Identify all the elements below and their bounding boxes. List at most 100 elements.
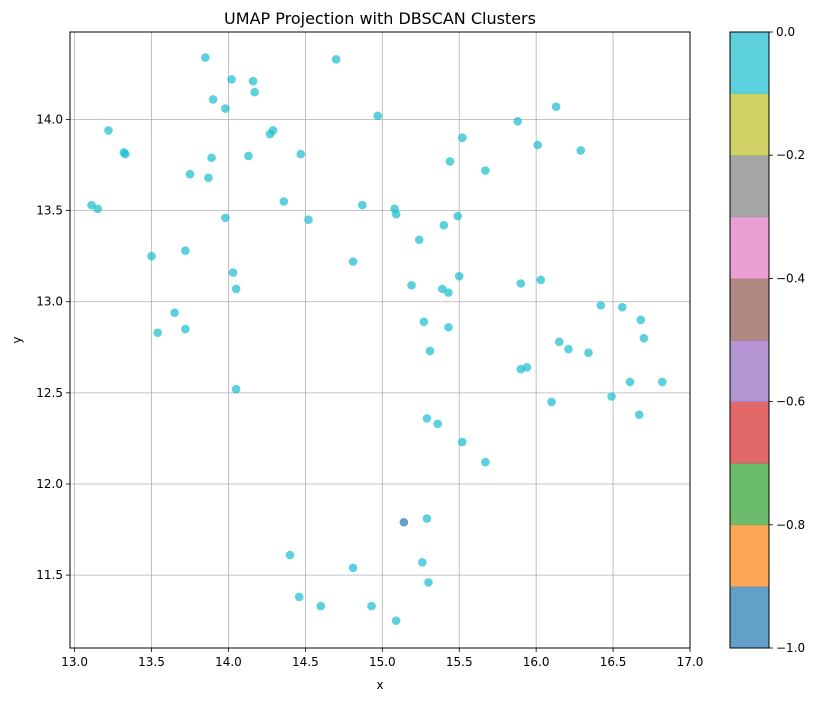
data-point xyxy=(634,410,644,420)
colorbar-segment xyxy=(730,278,769,341)
grid-lines xyxy=(70,32,691,648)
data-point xyxy=(444,322,453,332)
y-tick-label: 14.0 xyxy=(36,112,63,126)
data-point xyxy=(221,104,230,113)
data-point xyxy=(418,558,427,567)
data-point xyxy=(424,578,433,587)
data-point xyxy=(221,213,230,223)
data-point xyxy=(618,302,627,312)
data-point xyxy=(445,157,455,166)
data-point xyxy=(181,324,190,334)
data-point xyxy=(391,209,401,219)
data-point xyxy=(639,333,649,343)
x-axis-label: x xyxy=(376,678,383,692)
data-point xyxy=(121,149,130,159)
data-point xyxy=(422,414,432,423)
data-point xyxy=(407,281,416,290)
x-tick-label: 14.0 xyxy=(215,655,242,669)
data-point xyxy=(316,601,326,611)
data-point xyxy=(584,348,593,358)
data-point xyxy=(265,129,275,139)
data-point xyxy=(207,153,216,163)
data-point xyxy=(181,246,190,255)
data-point xyxy=(185,169,195,179)
data-point xyxy=(348,257,358,266)
data-point xyxy=(93,204,102,214)
x-tick-label: 13.5 xyxy=(138,655,165,669)
data-point xyxy=(564,344,573,354)
data-point xyxy=(228,268,238,277)
data-point xyxy=(244,151,253,161)
colorbar-tick-label: −0.6 xyxy=(776,395,805,409)
data-point xyxy=(147,251,156,261)
x-tick-label: 17.0 xyxy=(677,655,704,669)
data-point xyxy=(607,392,616,401)
data-point xyxy=(453,211,462,221)
x-tick-label: 13.0 xyxy=(61,655,88,669)
x-tick-label: 15.0 xyxy=(369,655,396,669)
chart-title: UMAP Projection with DBSCAN Clusters xyxy=(224,9,536,28)
colorbar-segment xyxy=(730,32,769,94)
data-point xyxy=(516,279,526,288)
data-point xyxy=(458,437,467,447)
colorbar-segment xyxy=(730,93,769,156)
data-point xyxy=(433,419,442,429)
data-point xyxy=(250,87,259,97)
data-point xyxy=(294,592,304,602)
data-point xyxy=(296,149,306,159)
data-point xyxy=(516,364,526,374)
colorbar-segment xyxy=(730,586,769,649)
data-point xyxy=(367,601,376,611)
data-point xyxy=(458,133,467,143)
data-point xyxy=(554,337,564,347)
data-point xyxy=(170,308,179,317)
x-tick-label: 16.5 xyxy=(600,655,627,669)
data-point xyxy=(279,197,289,206)
y-tick-label: 11.5 xyxy=(36,568,63,582)
y-axis: 11.5 12.0 12.5 13.0 13.5 14.0 xyxy=(36,112,70,582)
data-point xyxy=(576,146,586,155)
data-point xyxy=(358,200,367,210)
colorbar-tick-label: −1.0 xyxy=(776,641,805,655)
colorbar-segment xyxy=(730,401,769,464)
colorbar-tick-label: −0.8 xyxy=(776,518,805,532)
data-point xyxy=(454,271,464,281)
colorbar-tick-label: −0.4 xyxy=(776,271,805,285)
x-axis: 13.0 13.5 14.0 14.5 15.0 15.5 16.0 16.5 17.0 xyxy=(61,648,703,669)
colorbar-tick-label: −0.2 xyxy=(776,148,805,162)
data-point xyxy=(248,76,258,86)
data-point xyxy=(104,126,113,135)
data-point xyxy=(304,215,313,225)
data-point xyxy=(391,616,401,625)
data-point xyxy=(636,315,646,325)
colorbar-segment xyxy=(730,463,769,526)
data-point xyxy=(625,377,635,387)
data-point xyxy=(658,377,667,387)
y-axis-label: y xyxy=(10,336,24,343)
colorbar-segment xyxy=(730,155,769,218)
data-point xyxy=(227,75,236,84)
data-point xyxy=(551,102,561,112)
data-point xyxy=(414,235,424,245)
colorbar-tick-label: 0.0 xyxy=(776,25,795,39)
data-point xyxy=(533,140,542,150)
data-point xyxy=(201,53,210,62)
colorbar-segment xyxy=(730,216,769,279)
y-tick-label: 13.5 xyxy=(36,204,63,218)
colorbar-frame xyxy=(729,31,770,649)
data-point xyxy=(536,275,546,285)
data-point xyxy=(208,95,218,104)
data-point xyxy=(285,550,295,560)
data-points xyxy=(87,53,667,625)
y-tick-label: 12.0 xyxy=(36,477,63,491)
x-tick-label: 14.5 xyxy=(292,655,319,669)
data-point xyxy=(481,166,490,175)
data-point xyxy=(444,288,453,297)
data-point xyxy=(422,514,432,523)
data-point xyxy=(373,111,382,121)
data-point xyxy=(547,397,556,407)
data-point xyxy=(513,117,522,126)
plot-frame xyxy=(69,31,691,649)
